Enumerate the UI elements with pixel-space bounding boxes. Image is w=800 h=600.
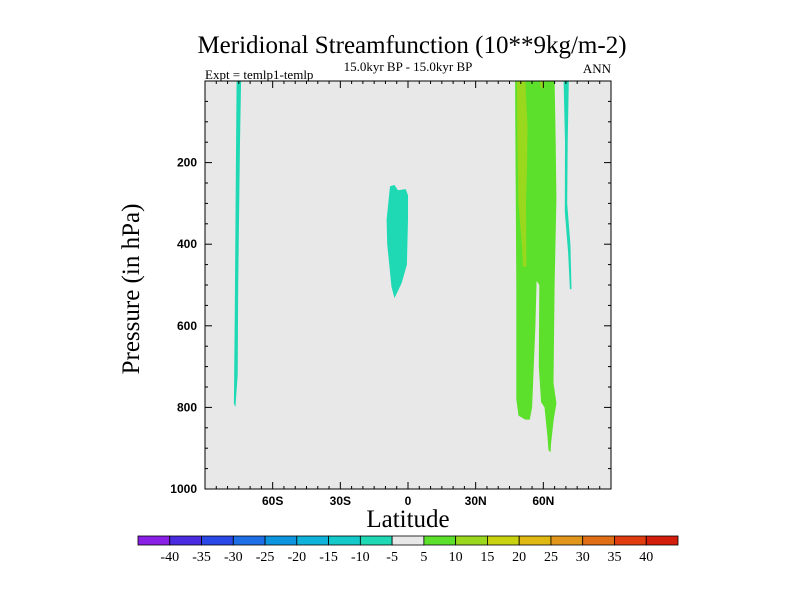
colorbar-label: 35 (607, 550, 621, 565)
colorbar-label: 15 (480, 550, 494, 565)
colorbar-swatch (264, 535, 298, 546)
colorbar-labels: -40 -35 -30 -25 -20 -15 -10 -5 5 10 15 20 25 30 35 40 (160, 550, 653, 565)
colorbar-swatch (455, 535, 488, 546)
region-cyan-band-south (233, 81, 242, 408)
season-label: ANN (583, 61, 612, 76)
region-cyan-blob-equator (386, 185, 408, 299)
axis-ticks (204, 80, 612, 490)
colorbar-swatch (518, 535, 552, 546)
colorbar-label: 40 (639, 550, 653, 565)
x-tick-label: 60S (262, 494, 283, 508)
region-cyan-band-north (563, 81, 572, 290)
colorbar-swatch (169, 535, 202, 546)
colorbar-swatch (614, 535, 647, 546)
x-tick-label: 60N (532, 494, 554, 508)
colorbar-label: -10 (351, 550, 370, 565)
x-tick-label: 30S (330, 494, 351, 508)
colorbar-label: 25 (544, 550, 558, 565)
time-range-label: 15.0kyr BP - 15.0kyr BP (344, 59, 473, 74)
colorbar-swatch (137, 535, 171, 546)
y-tick-label: 200 (177, 156, 197, 170)
colorbar-swatch (359, 535, 393, 546)
colorbar-swatch (550, 535, 584, 546)
chart-title: Meridional Streamfunction (10**9kg/m-2) (197, 32, 626, 59)
expt-label: Expt = temlp1-temlp (205, 67, 313, 82)
colorbar-swatch (645, 535, 679, 546)
colorbar-swatch (487, 535, 520, 546)
y-tick-label: 400 (177, 237, 197, 251)
colorbar-label: 10 (449, 550, 463, 565)
y-tick-label: 600 (177, 319, 197, 333)
colorbar-label: -40 (160, 550, 179, 565)
colorbar-label: -30 (224, 550, 243, 565)
colorbar-swatch (423, 535, 457, 546)
colorbar-swatch (201, 535, 234, 546)
colorbar-swatch (296, 535, 329, 546)
y-tick-labels: 200 400 600 800 1000 (170, 156, 197, 496)
x-tick-labels: 60S 30S 0 30N 60N (262, 494, 554, 508)
colorbar-label: -25 (256, 550, 275, 565)
colorbar-swatch (582, 535, 615, 546)
region-yellow-green-core-a (516, 81, 528, 267)
colorbar-label: -15 (319, 550, 338, 565)
colorbar-swatch (391, 535, 425, 546)
y-axis-label: Pressure (in hPa) (118, 204, 145, 375)
y-tick-label: 1000 (170, 482, 197, 496)
colorbar (137, 535, 679, 546)
colorbar-swatch (232, 535, 266, 546)
colorbar-label: -20 (287, 550, 306, 565)
colorbar-label: 5 (420, 550, 427, 565)
contour-regions (233, 81, 572, 453)
x-axis-label: Latitude (366, 506, 449, 533)
x-tick-label: 30N (465, 494, 487, 508)
colorbar-label: -5 (386, 550, 398, 565)
colorbar-swatch (328, 535, 361, 546)
x-tick-label: 0 (405, 494, 412, 508)
colorbar-label: -35 (192, 550, 211, 565)
y-tick-label: 800 (177, 400, 197, 414)
colorbar-label: 30 (576, 550, 590, 565)
colorbar-label: 20 (512, 550, 526, 565)
